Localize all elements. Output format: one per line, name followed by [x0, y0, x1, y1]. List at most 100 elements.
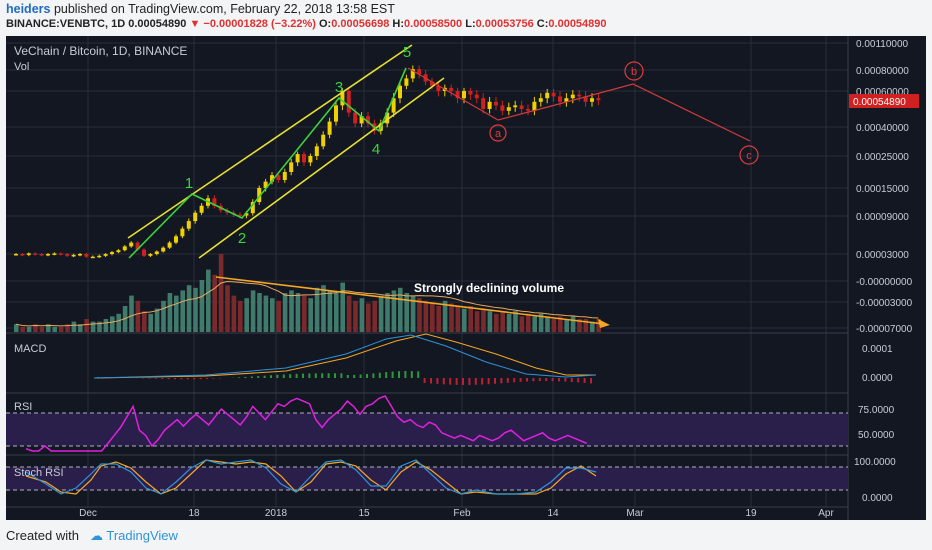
time-tick-label: Feb — [453, 508, 471, 519]
volume-bar — [538, 313, 544, 332]
volume-bar — [295, 293, 301, 332]
macd-hist-bar — [270, 375, 272, 378]
correction-label-a: a — [495, 128, 502, 140]
author-link[interactable]: heiders — [6, 2, 51, 16]
volume-bar — [455, 306, 461, 332]
created-with-text: Created with — [6, 528, 79, 543]
correction-a-circle — [489, 124, 507, 142]
tradingview-logo-link[interactable]: ☁ TradingView — [90, 528, 178, 544]
candle-body — [97, 255, 102, 258]
volume-bar — [206, 269, 211, 332]
candle-body — [199, 205, 204, 213]
volume-bar — [583, 319, 589, 332]
macd-hist-bar — [570, 378, 573, 382]
volume-bar — [436, 306, 441, 332]
macd-histogram — [97, 371, 592, 385]
macd-hist-bar — [506, 378, 509, 383]
macd-hist-bar — [385, 372, 388, 378]
macd-hist-bar — [545, 378, 548, 382]
candle-body — [564, 98, 569, 102]
macd-hist-bar — [314, 373, 317, 378]
macd-hist-bar — [519, 378, 522, 382]
macd-hist-bar — [487, 378, 490, 385]
candle-body — [84, 254, 89, 257]
volume-bar — [314, 287, 320, 332]
candle-body — [545, 92, 550, 99]
candle-body — [244, 213, 249, 216]
price-axis[interactable]: 0.00110000 0.00080000 0.00060000 0.00040000… — [856, 39, 913, 335]
candle-body — [417, 69, 422, 75]
price-tick-label: -0.00003000 — [856, 298, 913, 309]
macd-hist-bar — [391, 371, 394, 378]
macd-hist-bar — [532, 378, 535, 382]
last-price: 0.00054890 — [128, 18, 187, 30]
volume-bar — [327, 290, 333, 332]
wave-label-4: 4 — [372, 141, 380, 158]
volume-bar — [462, 308, 467, 332]
macd-hist-bar — [436, 378, 439, 384]
macd-hist-bar — [212, 378, 215, 379]
macd-hist-bar — [551, 378, 554, 382]
volume-bar — [506, 313, 512, 332]
time-tick-label: 14 — [547, 508, 559, 519]
volume-bar — [129, 295, 134, 332]
volume-bar — [148, 313, 153, 332]
candle-body — [494, 101, 498, 106]
price-tick-label: 0.00009000 — [856, 212, 909, 223]
down-triangle-icon: ▼ — [189, 18, 201, 30]
price-tick-label: 0.00080000 — [856, 66, 909, 77]
rsi-tick: 75.0000 — [858, 405, 895, 416]
macd-hist-bar — [564, 378, 567, 382]
volume-bar — [218, 254, 224, 332]
macd-hist-bar — [334, 373, 336, 378]
macd-hist-bar — [442, 378, 445, 385]
volume-bar — [558, 316, 563, 332]
volume-bar — [65, 324, 70, 332]
candle-body — [526, 109, 530, 111]
candle-body — [174, 236, 178, 243]
rsi-band — [6, 413, 848, 446]
candle-body — [506, 107, 511, 111]
volume-bar — [398, 287, 403, 332]
candle-body — [148, 254, 153, 256]
volume-bar — [231, 295, 237, 332]
volume-bar — [33, 324, 38, 332]
rsi-tick: 50.0000 — [858, 430, 895, 441]
volume-bar — [577, 319, 582, 332]
symbol-line: BINANCE:VENBTC, 1D — [6, 18, 126, 30]
volume-bar — [494, 313, 499, 332]
rsi-line — [25, 395, 587, 452]
time-axis[interactable]: Dec 18 2018 15 Feb 14 Mar 19 Apr — [79, 508, 834, 519]
macd-hist-bar — [161, 378, 164, 379]
volume-bar — [110, 316, 115, 332]
candle-body — [270, 175, 274, 182]
candle-body — [212, 198, 217, 206]
correction-b-circle — [624, 61, 644, 81]
published-text: published on TradingView.com, February 2… — [53, 2, 395, 16]
volume-bar — [103, 319, 109, 332]
candle-body — [78, 254, 82, 256]
channel-lower-line — [198, 77, 445, 259]
candle-body — [596, 98, 601, 101]
h-value: 0.00058500 — [404, 18, 463, 30]
candle-body — [583, 96, 588, 102]
candle-body — [289, 162, 294, 172]
macd-hist-bar — [430, 378, 432, 384]
volume-bar — [532, 316, 537, 332]
time-tick-label: Dec — [79, 508, 97, 519]
candle-body — [65, 254, 70, 256]
candle-body — [276, 175, 281, 180]
candle-body — [577, 94, 582, 97]
candle-body — [519, 105, 524, 109]
chart-area[interactable]: 1 2 3 4 5 a b c Strongly declining volum… — [6, 36, 926, 520]
price-tick-label: 0.00110000 — [856, 39, 909, 50]
correction-c-circle — [739, 145, 759, 165]
macd-hist-bar — [558, 378, 560, 382]
macd-hist-bar — [494, 378, 496, 384]
volume-bar — [526, 313, 531, 332]
macd-label: MACD — [14, 343, 46, 355]
candle-body — [538, 98, 543, 102]
volume-bar — [404, 293, 409, 332]
volume-bar — [346, 295, 352, 332]
candles — [14, 65, 601, 259]
